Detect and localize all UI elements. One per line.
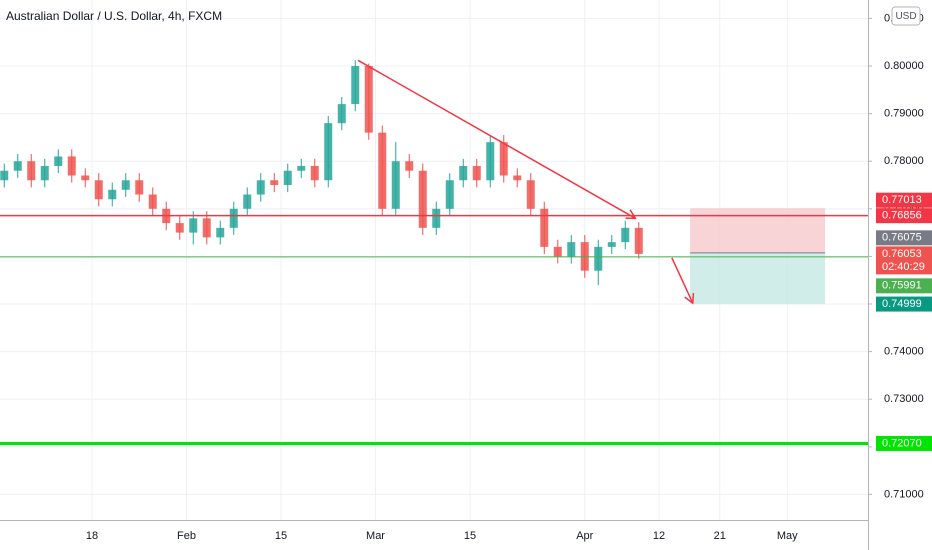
candle-body (310, 165, 319, 181)
candle-body (40, 165, 49, 181)
stop-zone (690, 208, 826, 253)
y-tick-label: 0.73000 (884, 393, 924, 405)
target-zone (690, 252, 826, 305)
x-tick-label: Feb (177, 530, 196, 542)
arrow-head (625, 209, 637, 220)
candle-body (324, 123, 333, 181)
price-label: 0.72070 (882, 437, 922, 449)
candle-body (135, 180, 144, 195)
candle-body (405, 161, 414, 171)
currency-button[interactable] (891, 6, 921, 26)
candle-body (607, 242, 616, 247)
plot (0, 59, 868, 445)
candle-body (567, 242, 576, 257)
price-label: 0.77013 (882, 194, 922, 206)
price-label-box (876, 230, 932, 246)
candle-body (594, 246, 603, 271)
price-label: 0.76053 (882, 248, 922, 260)
arrow-head (684, 293, 695, 305)
candle-body (94, 180, 103, 200)
trend-line (671, 257, 694, 304)
candle-body (0, 170, 9, 181)
x-tick-label: 12 (653, 530, 665, 542)
candle-body (297, 165, 306, 171)
price-label: 0.75991 (882, 280, 922, 292)
grid (0, 0, 868, 520)
candle-body (256, 180, 265, 195)
candle-body (202, 218, 211, 238)
candle-body (391, 161, 400, 209)
price-label-box (876, 192, 932, 208)
x-tick-label: 21 (714, 530, 726, 542)
y-tick-label: 0.80000 (884, 60, 924, 72)
x-tick-label: 15 (464, 530, 476, 542)
y-tick-label: 0.74000 (884, 346, 924, 358)
axes: 0.710000.720000.730000.740000.750000.760… (86, 12, 932, 542)
candle-body (364, 66, 373, 133)
candle-body (540, 208, 549, 247)
candle-body (351, 66, 360, 105)
x-tick-label: May (777, 530, 798, 542)
candle-body (270, 180, 279, 186)
y-tick-label: 0.79000 (884, 108, 924, 120)
candle-body (445, 180, 454, 209)
candle-body (54, 156, 63, 166)
candle-body (27, 161, 36, 181)
x-tick-label: Apr (576, 530, 593, 542)
chart-title: Australian Dollar / U.S. Dollar, 4h, FXC… (6, 9, 222, 23)
candle-body (108, 189, 117, 200)
price-label-box (876, 208, 932, 224)
candle-body (229, 208, 238, 228)
candle-body (189, 218, 198, 233)
candle-body (121, 180, 130, 190)
candle-body (67, 156, 76, 176)
trend-line (357, 59, 636, 219)
y-tick-label: 0.71000 (884, 488, 924, 500)
candle-body (175, 223, 184, 233)
candle-body (378, 132, 387, 209)
x-tick-label: 15 (275, 530, 287, 542)
candle-body (148, 194, 157, 209)
candle-body (216, 227, 225, 238)
x-tick-label: 18 (86, 530, 98, 542)
candle-body (486, 142, 495, 181)
price-label: 0.76856 (882, 210, 922, 222)
candle-body (283, 170, 292, 186)
candle-body (418, 170, 427, 228)
candle-body (13, 161, 22, 171)
x-tick-label: Mar (366, 530, 385, 542)
price-label-box (876, 278, 932, 294)
candle-body (81, 175, 90, 181)
y-tick-label: 0.78000 (884, 155, 924, 167)
price-label: 0.74999 (882, 298, 922, 310)
candle-body (526, 180, 535, 209)
currency-label[interactable]: USD (895, 11, 916, 22)
candle-body (459, 165, 468, 181)
candle-body (243, 194, 252, 209)
countdown-label: 02:40:29 (882, 261, 925, 273)
candle-body (337, 104, 346, 124)
candle-body (499, 142, 508, 176)
price-label-box (876, 435, 932, 451)
price-label-box (876, 296, 932, 312)
candle-body (621, 227, 630, 243)
candle-body (553, 246, 562, 257)
candle-body (472, 165, 481, 181)
candle-body (432, 208, 441, 228)
price-label: 0.76075 (882, 232, 922, 244)
candle-body (513, 175, 522, 181)
price-label-box (876, 246, 932, 275)
candle-body (634, 227, 643, 254)
